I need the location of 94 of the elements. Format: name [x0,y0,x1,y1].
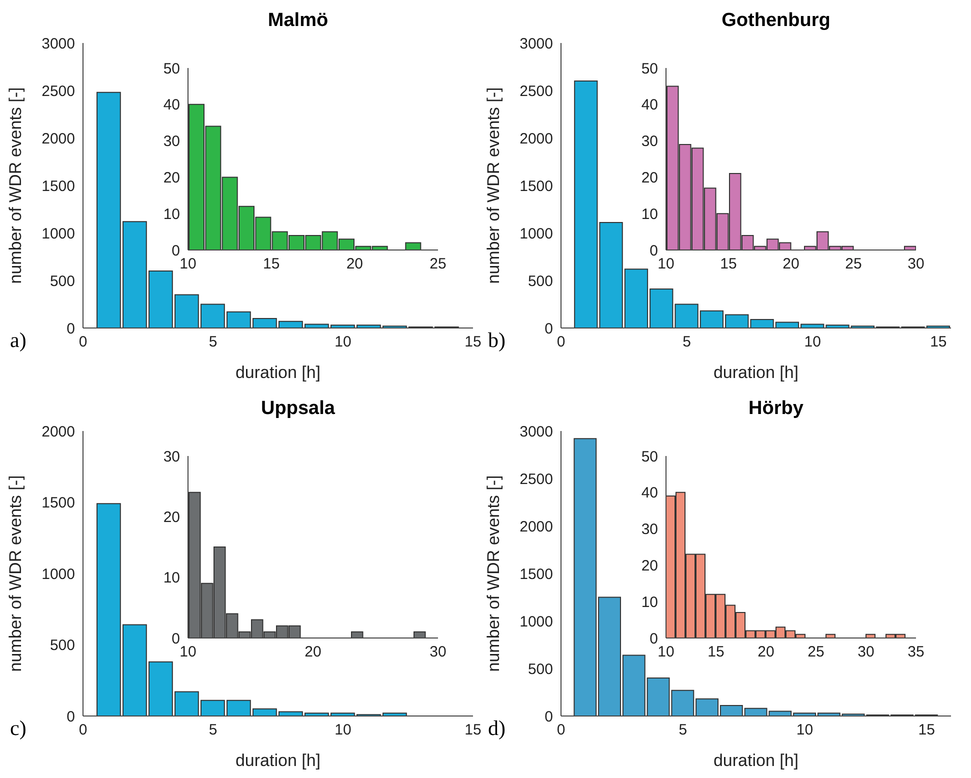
x-axis-title: duration [h] [235,751,321,770]
chart-title: Hörby [748,398,804,420]
x-tick-label: 25 [845,256,862,273]
y-tick-label: 2500 [42,82,75,100]
x-tick-label: 5 [678,722,688,739]
y-tick-label: 500 [528,272,553,290]
x-tick-label: 0 [78,722,88,739]
y-axis-title: number of WDR events [-] [484,87,504,284]
x-axis-title: duration [h] [235,363,321,382]
chart-title: Uppsala [260,398,336,420]
x-axis-title: duration [h] [713,751,799,770]
y-tick-label: 500 [50,637,75,654]
x-tick-label: 5 [208,722,218,739]
x-tick-label: 30 [908,256,924,273]
x-axis-title: duration [h] [713,363,799,382]
y-tick-label: 0 [66,708,75,726]
y-tick-label: 1500 [520,178,553,195]
y-tick-label: 1500 [520,566,553,583]
y-tick-label: 2500 [520,470,553,488]
y-axis-title: number of WDR events [-] [6,87,26,284]
x-tick-label: 35 [908,644,924,661]
x-tick-label: 15 [918,722,935,739]
y-tick-label: 2000 [42,423,75,440]
chart-title: Gothenburg [720,10,832,32]
y-tick-label: 1500 [42,494,75,512]
x-tick-label: 15 [708,644,724,661]
y-tick-label: 20 [641,170,658,187]
x-tick-label: 0 [556,334,566,351]
y-tick-label: 0 [650,242,658,260]
x-tick-label: 0 [556,722,566,739]
x-tick-label: 20 [782,256,800,273]
y-tick-label: 0 [66,320,75,338]
y-tick-label: 2000 [42,130,75,148]
y-tick-label: 40 [641,96,658,114]
x-tick-label: 5 [208,334,218,351]
y-tick-label: 50 [163,60,180,78]
y-tick-label: 2000 [520,518,553,536]
x-tick-label: 15 [464,334,482,351]
y-tick-label: 40 [163,96,180,114]
y-tick-label: 10 [641,594,658,611]
x-tick-label: 30 [430,644,446,661]
y-tick-label: 1000 [42,225,75,242]
x-tick-label: 0 [78,334,88,351]
x-tick-label: 10 [334,334,352,351]
y-tick-label: 30 [641,133,658,150]
y-tick-label: 1500 [42,178,75,195]
x-tick-label: 30 [858,644,874,661]
x-tick-label: 5 [682,334,691,351]
text: b) [488,328,506,353]
y-tick-label: 0 [650,630,658,648]
x-tick-label: 20 [758,644,774,661]
chart-title: Malmö [266,10,330,32]
y-tick-label: 0 [544,708,553,726]
y-tick-label: 20 [163,170,180,187]
y-tick-label: 1000 [520,225,553,242]
y-axis-title: number of WDR events [-] [6,475,26,672]
y-tick-label: 0 [172,242,180,260]
y-tick-label: 500 [528,660,553,678]
y-tick-label: 40 [641,484,658,502]
y-tick-label: 2000 [520,130,553,148]
y-tick-label: 3000 [42,35,75,52]
text: c) [10,716,26,741]
x-tick-label: 25 [808,644,824,661]
text: a) [10,328,26,353]
text: d) [488,716,506,741]
x-tick-label: 15 [464,722,482,739]
y-tick-label: 0 [544,320,553,338]
y-axis-title: number of WDR events [-] [484,475,504,672]
x-tick-label: 10 [796,722,814,739]
y-tick-label: 1000 [520,613,553,630]
x-tick-label: 25 [430,256,446,273]
x-tick-label: 15 [262,256,280,273]
y-tick-label: 50 [641,60,658,78]
y-tick-label: 1000 [42,566,75,583]
y-tick-label: 3000 [520,35,553,52]
x-tick-label: 20 [304,644,322,661]
y-tick-label: 500 [50,272,75,290]
y-tick-label: 20 [641,558,658,575]
y-tick-label: 10 [163,570,180,587]
y-tick-label: 10 [641,206,658,223]
y-tick-label: 30 [163,133,180,150]
y-tick-label: 0 [172,630,180,648]
x-tick-label: 10 [334,722,352,739]
x-tick-label: 10 [804,334,821,351]
x-tick-label: 20 [346,256,364,273]
x-tick-label: 15 [720,256,737,273]
y-tick-label: 2500 [520,82,553,100]
x-tick-label: 15 [930,334,947,351]
y-tick-label: 50 [641,448,658,466]
y-tick-label: 30 [641,521,658,538]
y-tick-label: 30 [163,448,180,466]
y-tick-label: 20 [163,508,180,526]
y-tick-label: 10 [163,206,180,223]
y-tick-label: 3000 [520,423,553,440]
